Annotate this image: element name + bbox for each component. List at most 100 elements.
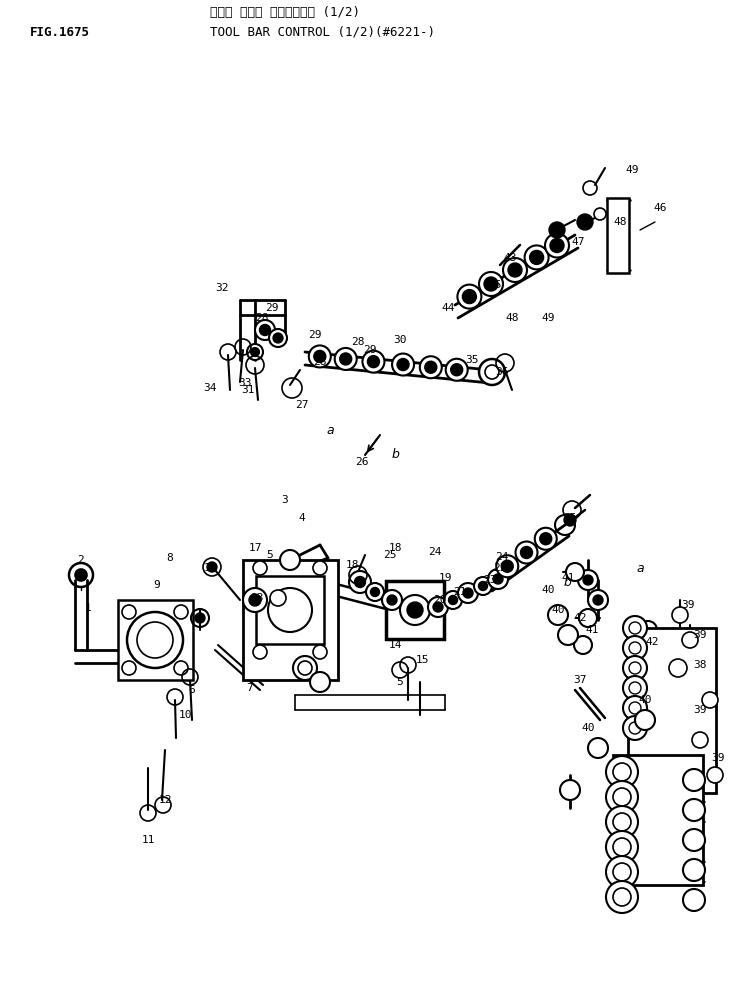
Circle shape: [362, 351, 384, 373]
Circle shape: [479, 359, 505, 385]
Text: 18: 18: [388, 543, 402, 553]
Text: 35: 35: [465, 355, 479, 365]
Bar: [256, 576, 324, 644]
Text: 45: 45: [488, 280, 502, 290]
Text: 7: 7: [247, 683, 253, 693]
Text: 22: 22: [493, 563, 507, 573]
Circle shape: [270, 590, 286, 606]
Circle shape: [566, 563, 584, 581]
Circle shape: [623, 616, 647, 640]
Circle shape: [545, 234, 569, 258]
Circle shape: [479, 272, 503, 296]
Circle shape: [293, 656, 317, 680]
Circle shape: [579, 609, 597, 627]
Circle shape: [577, 214, 593, 230]
Circle shape: [606, 756, 638, 788]
Circle shape: [247, 344, 263, 360]
Circle shape: [425, 362, 437, 374]
Bar: [607, 198, 629, 273]
Circle shape: [683, 829, 705, 851]
Text: 38: 38: [693, 660, 707, 670]
Text: 39: 39: [693, 705, 707, 715]
Text: 23: 23: [484, 575, 497, 585]
Circle shape: [243, 588, 267, 612]
Circle shape: [269, 329, 287, 347]
Circle shape: [525, 246, 549, 270]
Text: 31: 31: [241, 385, 255, 395]
Circle shape: [259, 325, 271, 336]
Circle shape: [540, 532, 552, 544]
Text: 18: 18: [345, 560, 359, 570]
Circle shape: [558, 625, 578, 645]
Text: 17: 17: [248, 543, 262, 553]
Text: 25: 25: [563, 513, 577, 523]
Circle shape: [606, 806, 638, 838]
Circle shape: [122, 605, 136, 619]
Text: 41: 41: [561, 573, 575, 583]
Circle shape: [335, 348, 356, 370]
Text: 9: 9: [153, 580, 160, 590]
Bar: [613, 755, 703, 885]
Circle shape: [400, 595, 430, 625]
Text: 14: 14: [388, 640, 402, 650]
Circle shape: [578, 570, 598, 590]
Circle shape: [354, 576, 365, 587]
Circle shape: [268, 588, 312, 632]
Circle shape: [606, 856, 638, 888]
Text: 28: 28: [255, 313, 268, 323]
Circle shape: [692, 732, 708, 748]
Circle shape: [606, 881, 638, 913]
Circle shape: [549, 222, 565, 238]
Circle shape: [195, 613, 205, 623]
Text: 32: 32: [215, 283, 229, 293]
Circle shape: [313, 645, 327, 659]
Text: 5: 5: [396, 677, 403, 687]
Text: 10: 10: [178, 710, 192, 720]
Text: 6: 6: [189, 685, 196, 695]
Text: 40: 40: [541, 585, 555, 595]
Circle shape: [588, 738, 608, 758]
Text: 47: 47: [572, 237, 585, 247]
Text: 11: 11: [141, 835, 155, 845]
Text: 29: 29: [363, 345, 377, 355]
Circle shape: [448, 595, 457, 604]
Circle shape: [387, 595, 397, 605]
Text: a: a: [326, 424, 334, 437]
Circle shape: [702, 692, 718, 708]
Circle shape: [457, 285, 481, 309]
Circle shape: [450, 364, 462, 376]
Circle shape: [683, 799, 705, 821]
Circle shape: [273, 333, 283, 343]
Circle shape: [635, 710, 655, 730]
Text: 19: 19: [438, 573, 452, 583]
Circle shape: [529, 251, 544, 265]
Text: 12: 12: [158, 795, 171, 805]
Text: 24: 24: [428, 547, 441, 557]
Circle shape: [249, 594, 261, 606]
Text: 43: 43: [503, 253, 517, 263]
Circle shape: [535, 527, 556, 549]
Circle shape: [174, 605, 188, 619]
Circle shape: [310, 672, 330, 692]
Text: 25: 25: [384, 550, 397, 560]
Circle shape: [623, 716, 647, 740]
Text: b: b: [391, 449, 399, 462]
Circle shape: [683, 769, 705, 791]
Circle shape: [683, 859, 705, 881]
Circle shape: [496, 555, 518, 577]
Circle shape: [428, 597, 448, 617]
Circle shape: [463, 588, 473, 598]
Text: 49: 49: [541, 313, 555, 323]
Text: 44: 44: [441, 303, 455, 313]
Circle shape: [75, 569, 87, 581]
Circle shape: [127, 612, 183, 668]
Bar: [628, 627, 716, 792]
Circle shape: [250, 348, 259, 357]
Text: 40: 40: [581, 723, 595, 733]
Text: TOOL BAR CONTROL (1/2)(#6221-): TOOL BAR CONTROL (1/2)(#6221-): [210, 26, 435, 39]
Text: 40: 40: [638, 695, 652, 705]
Text: 3: 3: [282, 495, 288, 505]
Text: 33: 33: [238, 378, 252, 388]
Circle shape: [349, 571, 371, 593]
Text: 40: 40: [551, 605, 565, 615]
